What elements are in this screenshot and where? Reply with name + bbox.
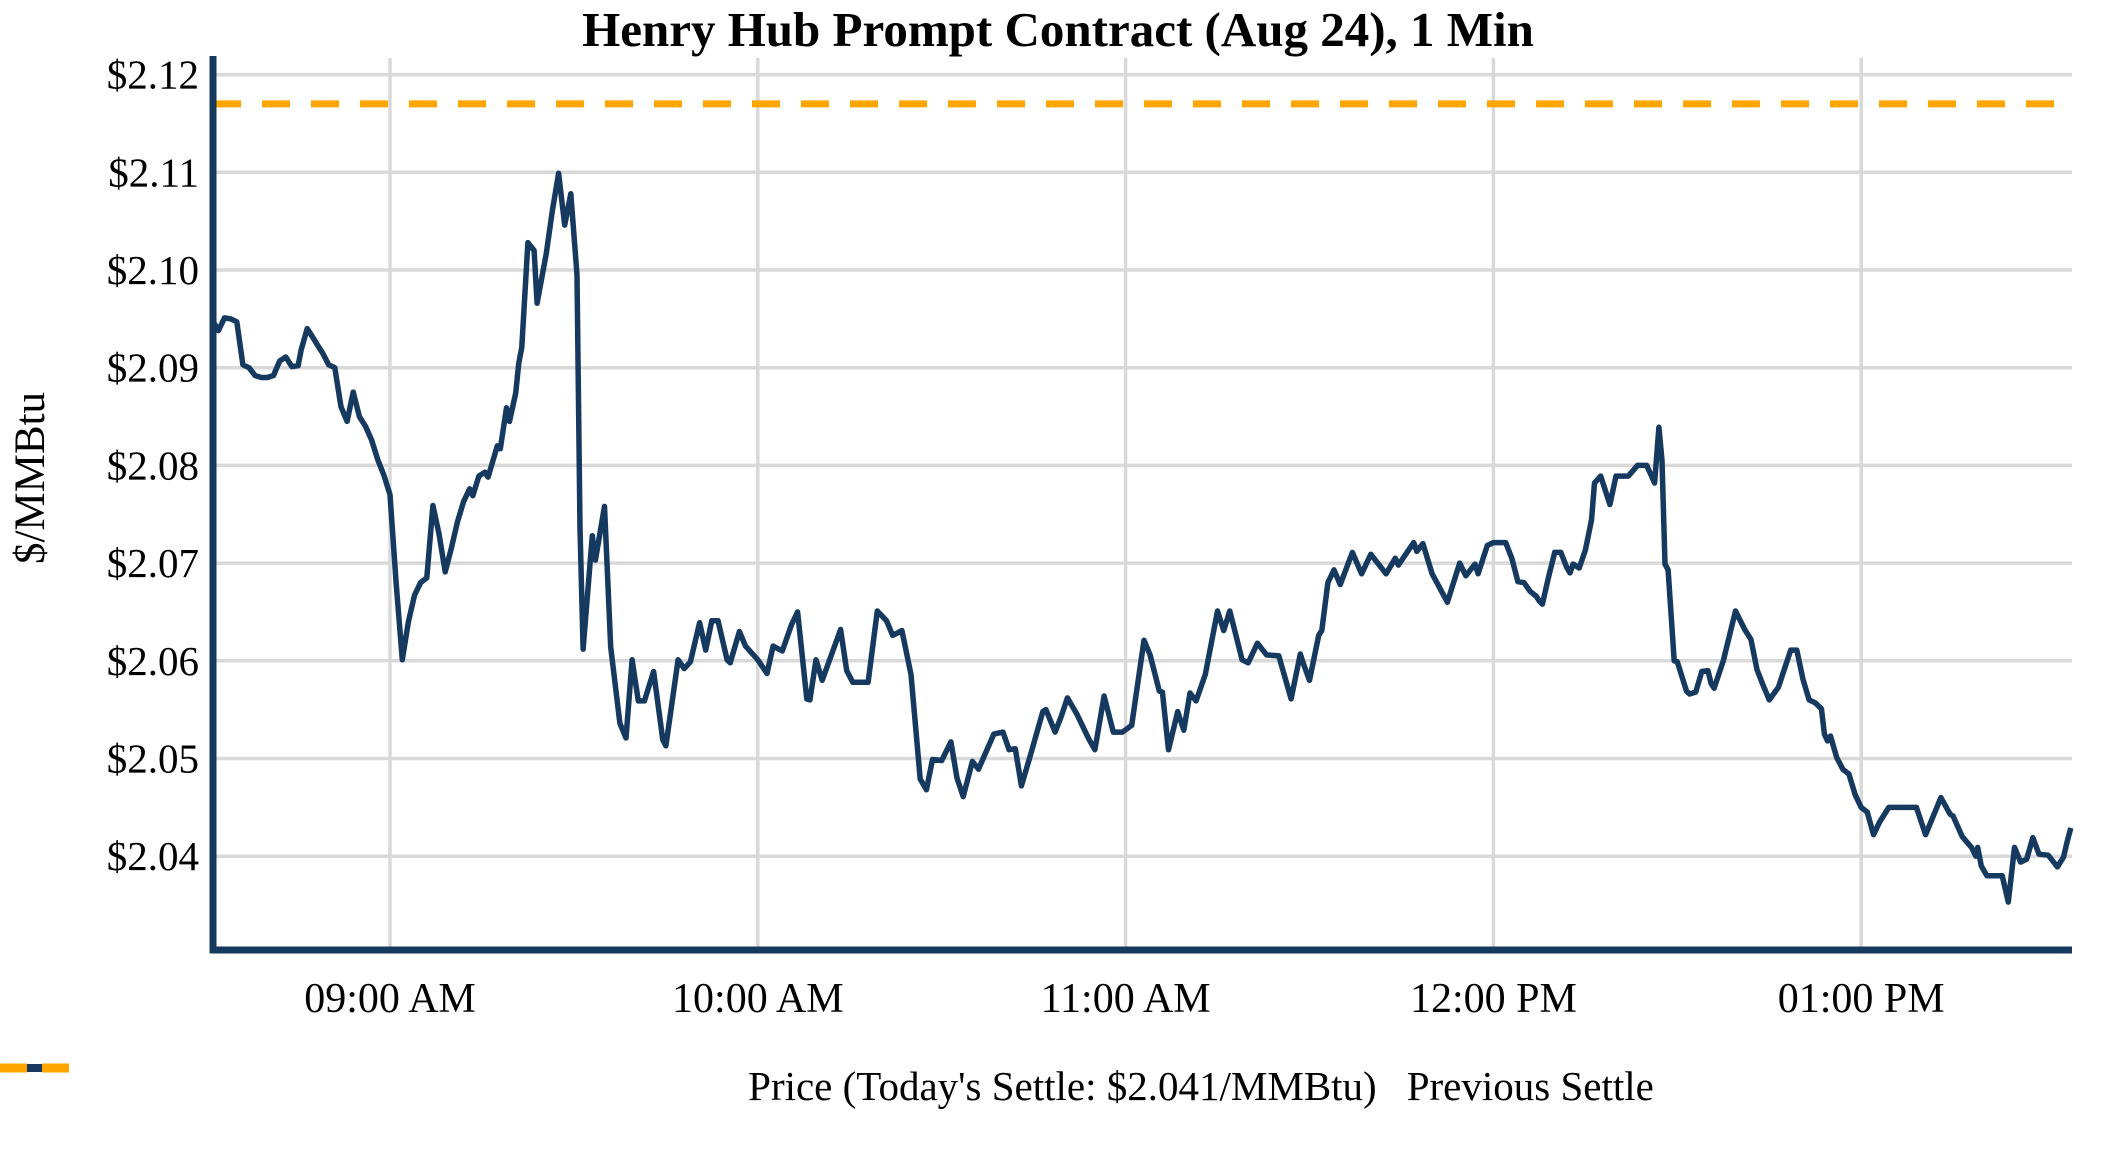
y-tick-label: $2.09 — [107, 345, 199, 391]
x-tick-label: 11:00 AM — [1041, 976, 1211, 1022]
x-tick-label: 10:00 AM — [672, 976, 844, 1022]
x-tick-label: 01:00 PM — [1778, 976, 1945, 1022]
chart-title: Henry Hub Prompt Contract (Aug 24), 1 Mi… — [582, 2, 1534, 57]
y-tick-label: $2.07 — [107, 540, 199, 586]
y-axis-title: $/MMBtu — [7, 392, 54, 564]
previous-settle-dash-swatch-icon — [0, 1063, 70, 1073]
axes — [209, 56, 2072, 954]
y-tick-label: $2.11 — [108, 149, 199, 195]
price-line-layer — [209, 170, 2074, 905]
tick-labels: $2.12 $2.11 $2.10 $2.09 $2.08 $2.07 $2.06 $2.05… — [107, 52, 1945, 1022]
price-line — [209, 170, 2074, 905]
x-tick-label: 09:00 AM — [304, 976, 476, 1022]
legend-price-label: Price (Today's Settle: $2.041/MMBtu) — [748, 1063, 1377, 1109]
y-tick-label: $2.06 — [107, 638, 199, 684]
legend-previous-settle-label: Previous Settle — [1406, 1063, 1654, 1109]
gridlines — [213, 58, 2072, 950]
y-tick-label: $2.12 — [107, 52, 199, 98]
legend-item-previous-settle: Previous Settle — [0, 1062, 1654, 1110]
legend-item-price: Price (Today's Settle: $2.041/MMBtu) — [2, 1062, 1377, 1110]
y-tick-label: $2.10 — [107, 247, 199, 293]
y-tick-label: $2.05 — [107, 736, 199, 782]
x-tick-label: 12:00 PM — [1410, 976, 1577, 1022]
chart-legend: Price (Today's Settle: $2.041/MMBtu) Pre… — [0, 1062, 2112, 1110]
y-tick-label: $2.04 — [107, 833, 199, 879]
y-tick-label: $2.08 — [107, 442, 199, 488]
